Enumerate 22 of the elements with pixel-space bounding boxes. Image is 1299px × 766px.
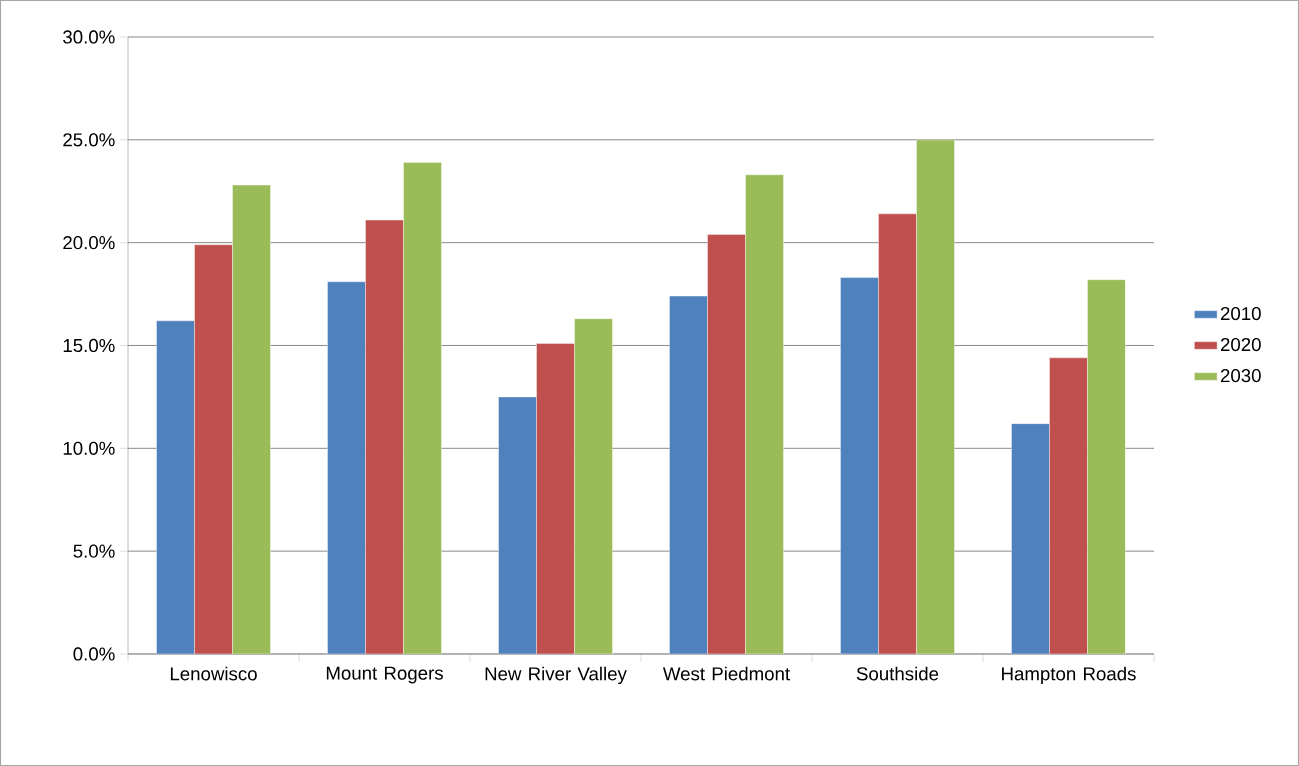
bar — [916, 139, 955, 654]
x-tick-label: Southside — [856, 666, 939, 681]
y-tick-label: 30.0% — [63, 30, 115, 44]
y-tick-label: 20.0% — [63, 236, 115, 250]
y-tick-label: 10.0% — [63, 441, 115, 455]
x-tick-label: Mount Rogers — [326, 666, 443, 684]
legend-label: 2030 — [1220, 368, 1261, 383]
y-tick-label: 5.0% — [73, 544, 115, 558]
legend-label: 2020 — [1220, 337, 1261, 352]
bar — [745, 174, 784, 654]
y-tick-label: 15.0% — [63, 338, 115, 353]
x-tick-label: Hampton Roads — [1002, 666, 1136, 685]
bar — [232, 184, 271, 654]
y-tick-label: 0.0% — [73, 647, 115, 661]
x-tick-label: West Piedmont — [662, 666, 790, 681]
bar — [574, 318, 613, 654]
y-tick-label: 25.0% — [63, 133, 115, 147]
bar — [403, 162, 442, 654]
x-tick-label: New River Valley — [485, 666, 627, 685]
bar — [1087, 279, 1126, 654]
x-tick-label: Lenowisco — [170, 666, 257, 681]
legend-label: 2010 — [1220, 306, 1261, 321]
